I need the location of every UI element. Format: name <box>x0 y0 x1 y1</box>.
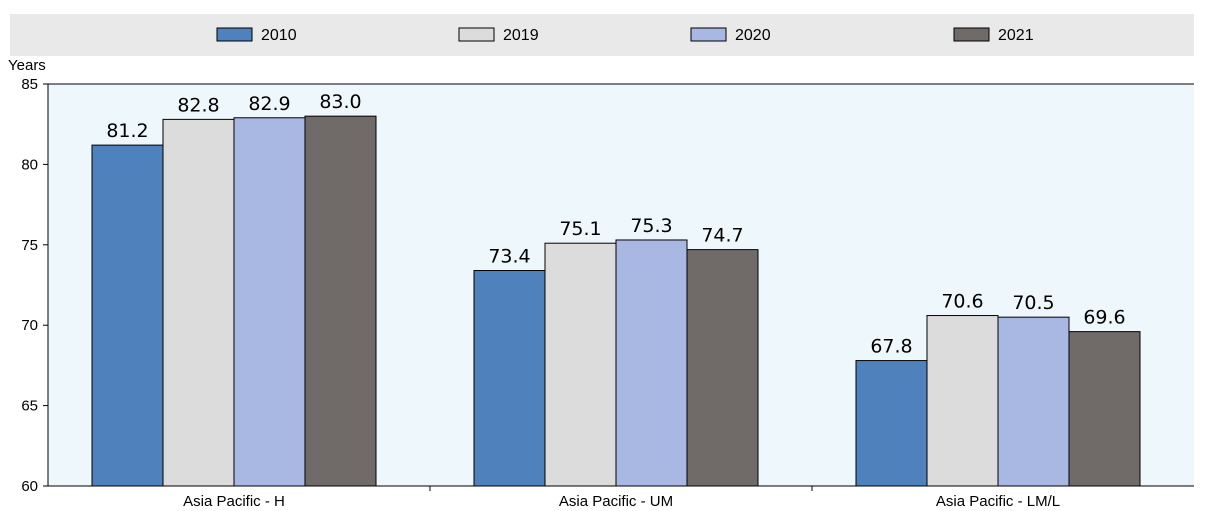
legend-swatch-2021 <box>953 27 990 42</box>
x-category-label-2: Asia Pacific - UM <box>559 493 673 510</box>
bar-2021-2 <box>686 249 759 487</box>
bar-2010-3 <box>855 360 928 487</box>
data-label-2021-3: 69.6 <box>1083 307 1125 329</box>
y-tick-label-70: 70 <box>21 317 38 334</box>
y-tick-label-80: 80 <box>21 156 38 173</box>
data-label-2021-1: 83.0 <box>319 91 361 113</box>
y-tick-label-65: 65 <box>21 398 38 415</box>
legend-background <box>10 14 1194 56</box>
bar-2021-1 <box>304 115 377 487</box>
bar-2019-3 <box>926 315 999 487</box>
y-tick-label-60: 60 <box>21 478 38 495</box>
axes: 60 65 70 75 80 85 Asia Pacific - H Asia Pacific… <box>21 76 1194 510</box>
bar-2010-2 <box>473 270 546 487</box>
data-label-2019-3: 70.6 <box>941 291 983 313</box>
bar-2019-1 <box>162 118 235 487</box>
bar-2010-1 <box>91 144 164 487</box>
legend-label-2020: 2020 <box>735 27 771 44</box>
bar-2020-1 <box>233 117 306 487</box>
data-label-2020-2: 75.3 <box>630 215 672 237</box>
data-labels: 81.2 82.8 82.9 83.0 73.4 75.1 75.3 74.7 67.8 70.6… <box>106 91 1125 357</box>
legend-swatch-2010 <box>216 27 253 42</box>
bar-2021-3 <box>1068 331 1141 487</box>
legend-label-2021: 2021 <box>998 27 1034 44</box>
y-axis-unit-label: Years <box>8 57 46 74</box>
y-tick-label-75: 75 <box>21 237 38 254</box>
bar-2020-3 <box>997 316 1070 487</box>
data-label-2020-1: 82.9 <box>248 93 290 115</box>
data-label-2020-3: 70.5 <box>1012 292 1054 314</box>
legend-swatch-2019 <box>458 27 495 42</box>
legend: 2010 2019 2020 2021 <box>216 27 1034 44</box>
bars <box>91 115 1141 487</box>
y-tick-label-85: 85 <box>21 76 38 93</box>
data-label-2010-1: 81.2 <box>106 120 148 142</box>
x-category-label-3: Asia Pacific - LM/L <box>936 493 1060 510</box>
legend-label-2010: 2010 <box>261 27 297 44</box>
bar-2020-2 <box>615 239 688 487</box>
data-label-2010-3: 67.8 <box>870 336 912 358</box>
data-label-2019-1: 82.8 <box>177 94 219 116</box>
legend-swatch-2020 <box>690 27 727 42</box>
x-category-label-1: Asia Pacific - H <box>183 493 285 510</box>
data-label-2019-2: 75.1 <box>559 218 601 240</box>
data-label-2010-2: 73.4 <box>488 246 530 268</box>
bar-2019-2 <box>544 242 617 487</box>
data-label-2021-2: 74.7 <box>701 225 743 247</box>
legend-label-2019: 2019 <box>503 27 539 44</box>
